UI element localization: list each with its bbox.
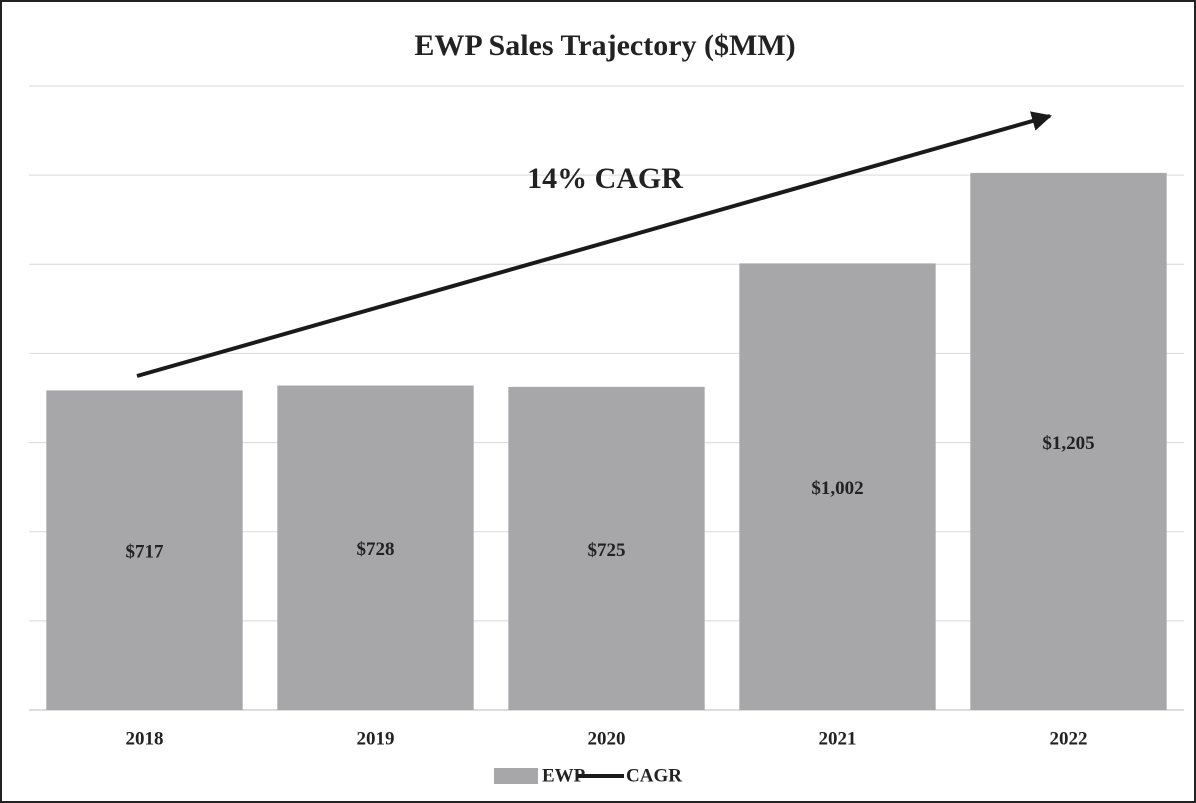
value-label: $717 [126, 542, 165, 563]
annotation: 14% CAGR [527, 162, 683, 195]
value-label: $1,205 [1042, 433, 1094, 454]
x-tick-label: 2018 [126, 728, 164, 749]
bar [508, 386, 705, 710]
legend-swatch [494, 768, 538, 784]
value-label: $1,002 [811, 478, 863, 499]
value-label: $725 [588, 540, 626, 561]
x-tick-label: 2020 [588, 728, 626, 749]
x-tick-label: 2019 [357, 728, 395, 749]
legend-label: CAGR [626, 765, 682, 786]
bar [46, 390, 243, 710]
value-label: $728 [357, 539, 395, 560]
x-tick-label: 2021 [819, 728, 857, 749]
bar [739, 263, 936, 710]
trend-arrow [136, 111, 1052, 378]
bar [277, 385, 474, 710]
bar [970, 172, 1167, 710]
legend-label: EWP [542, 765, 586, 786]
x-tick-label: 2022 [1050, 728, 1088, 749]
chart-title: EWP Sales Trajectory ($MM) [414, 29, 795, 62]
